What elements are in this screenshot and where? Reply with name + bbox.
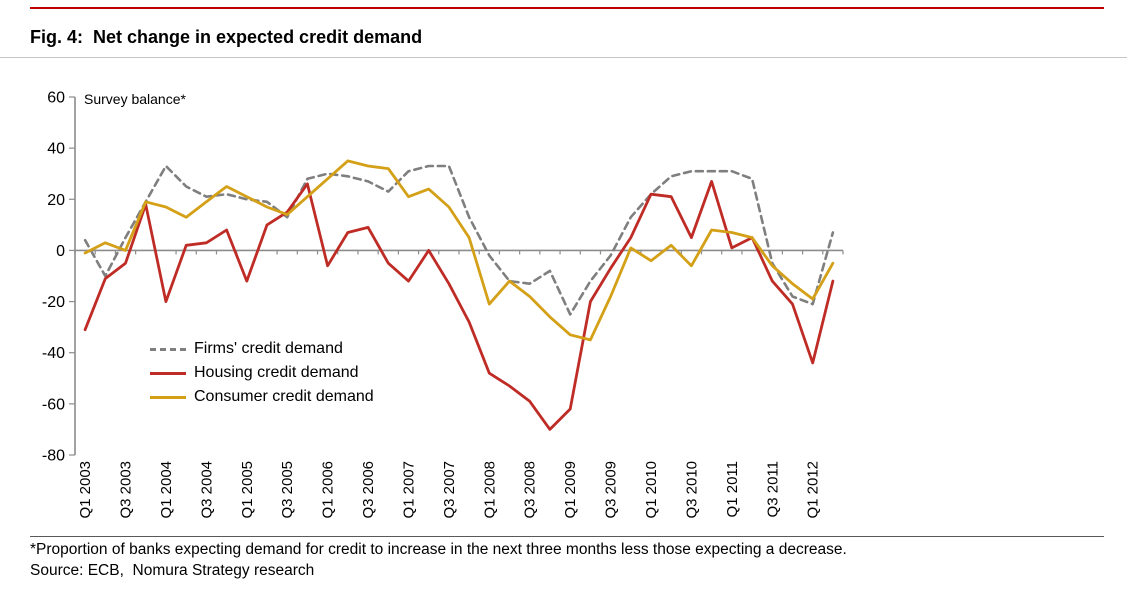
x-axis-label: Q1 2009	[562, 461, 579, 519]
y-axis-label: 0	[56, 243, 65, 260]
legend-label-consumer: Consumer credit demand	[194, 388, 374, 405]
consumer-line	[83, 159, 835, 342]
y-axis-note: Survey balance*	[84, 91, 186, 107]
x-axis-label: Q3 2010	[683, 461, 700, 519]
legend-item-consumer: Consumer credit demand	[150, 385, 374, 409]
y-axis-label: -40	[42, 345, 65, 362]
x-axis-label: Q1 2005	[239, 461, 256, 519]
legend-label-firms: Firms' credit demand	[194, 340, 343, 357]
x-axis-label: Q3 2008	[522, 461, 539, 519]
legend-label-housing: Housing credit demand	[194, 364, 359, 381]
x-axis-label: Q3 2011	[764, 461, 781, 517]
figure-title: Fig. 4: Net change in expected credit de…	[30, 27, 423, 47]
chart-legend: Firms' credit demand Housing credit dema…	[150, 337, 374, 409]
legend-item-firms: Firms' credit demand	[150, 337, 374, 361]
housing-line	[83, 179, 835, 431]
y-axis-label: -60	[42, 396, 65, 413]
title-separator	[0, 57, 1127, 58]
x-axis-label: Q1 2003	[77, 461, 94, 519]
y-axis-label: -80	[42, 448, 65, 465]
source-text: Source: ECB, Nomura Strategy research	[30, 562, 315, 579]
housing-line-swatch	[150, 371, 186, 375]
footnote-text: *Proportion of banks expecting demand fo…	[30, 541, 847, 558]
x-axis-label: Q1 2008	[481, 461, 498, 519]
x-axis-label: Q1 2010	[643, 461, 660, 519]
legend-item-housing: Housing credit demand	[150, 361, 374, 385]
x-axis-label: Q3 2006	[360, 461, 377, 519]
x-axis-label: Q3 2003	[118, 461, 135, 519]
x-axis-label: Q3 2009	[603, 461, 620, 519]
x-axis-label: Q1 2007	[400, 461, 417, 519]
y-axis-label: 20	[47, 192, 65, 209]
x-axis-label: Q1 2006	[320, 461, 337, 519]
x-axis-label: Q3 2007	[441, 461, 458, 519]
x-axis-label: Q3 2005	[279, 461, 296, 519]
x-axis-label: Q1 2004	[158, 461, 175, 519]
consumer-line-swatch	[150, 395, 186, 399]
x-axis-label: Q1 2011	[724, 461, 741, 517]
footer-separator	[30, 536, 1104, 537]
firms-line	[83, 164, 835, 316]
x-axis-label: Q1 2012	[805, 461, 822, 519]
y-axis-label: -20	[42, 294, 65, 311]
y-axis-label: 60	[47, 90, 65, 107]
y-axis-label: 40	[47, 141, 65, 158]
firms-line-swatch	[150, 347, 186, 351]
x-axis-label: Q3 2004	[198, 461, 215, 519]
top-red-rule	[30, 7, 1104, 9]
